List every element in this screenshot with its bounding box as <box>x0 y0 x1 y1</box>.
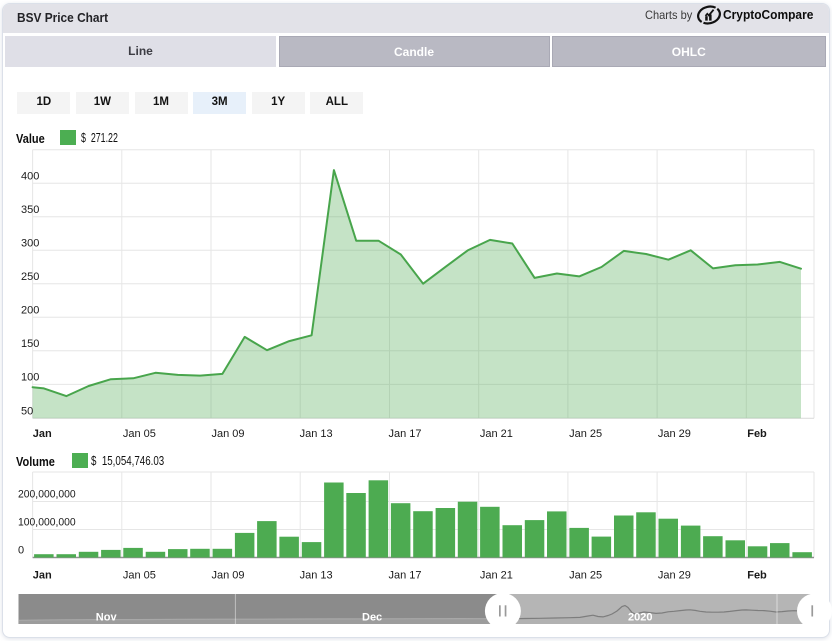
svg-text:300: 300 <box>21 237 39 249</box>
svg-text:Feb: Feb <box>747 428 767 440</box>
svg-text:Jan 29: Jan 29 <box>658 570 691 582</box>
svg-text:Jan 13: Jan 13 <box>300 428 333 440</box>
svg-text:100: 100 <box>21 372 39 384</box>
svg-text:150: 150 <box>21 338 39 350</box>
svg-text:200,000,000: 200,000,000 <box>18 489 76 501</box>
svg-text:Jan 05: Jan 05 <box>123 570 156 582</box>
svg-text:350: 350 <box>21 204 39 216</box>
svg-text:Jan 05: Jan 05 <box>123 428 156 440</box>
svg-text:250: 250 <box>21 271 39 283</box>
svg-text:Jan 09: Jan 09 <box>211 570 244 582</box>
svg-text:Jan 13: Jan 13 <box>300 570 333 582</box>
svg-text:Jan 09: Jan 09 <box>211 428 244 440</box>
svg-text:400: 400 <box>21 171 39 183</box>
svg-text:Nov: Nov <box>96 612 118 624</box>
svg-text:Jan 21: Jan 21 <box>480 428 513 440</box>
svg-text:Feb: Feb <box>747 570 767 582</box>
svg-text:Jan 17: Jan 17 <box>388 428 421 440</box>
svg-text:0: 0 <box>18 545 24 557</box>
svg-text:Jan 29: Jan 29 <box>658 428 691 440</box>
svg-text:50: 50 <box>21 405 33 417</box>
svg-text:200: 200 <box>21 305 39 317</box>
svg-text:Jan: Jan <box>33 570 52 582</box>
svg-text:Jan: Jan <box>33 428 52 440</box>
svg-text:2020: 2020 <box>628 612 652 624</box>
svg-text:Dec: Dec <box>362 612 382 624</box>
svg-text:Jan 25: Jan 25 <box>569 428 602 440</box>
svg-text:Jan 25: Jan 25 <box>569 570 602 582</box>
svg-text:Jan 17: Jan 17 <box>388 570 421 582</box>
svg-text:100,000,000: 100,000,000 <box>18 517 76 529</box>
svg-text:Jan 21: Jan 21 <box>480 570 513 582</box>
